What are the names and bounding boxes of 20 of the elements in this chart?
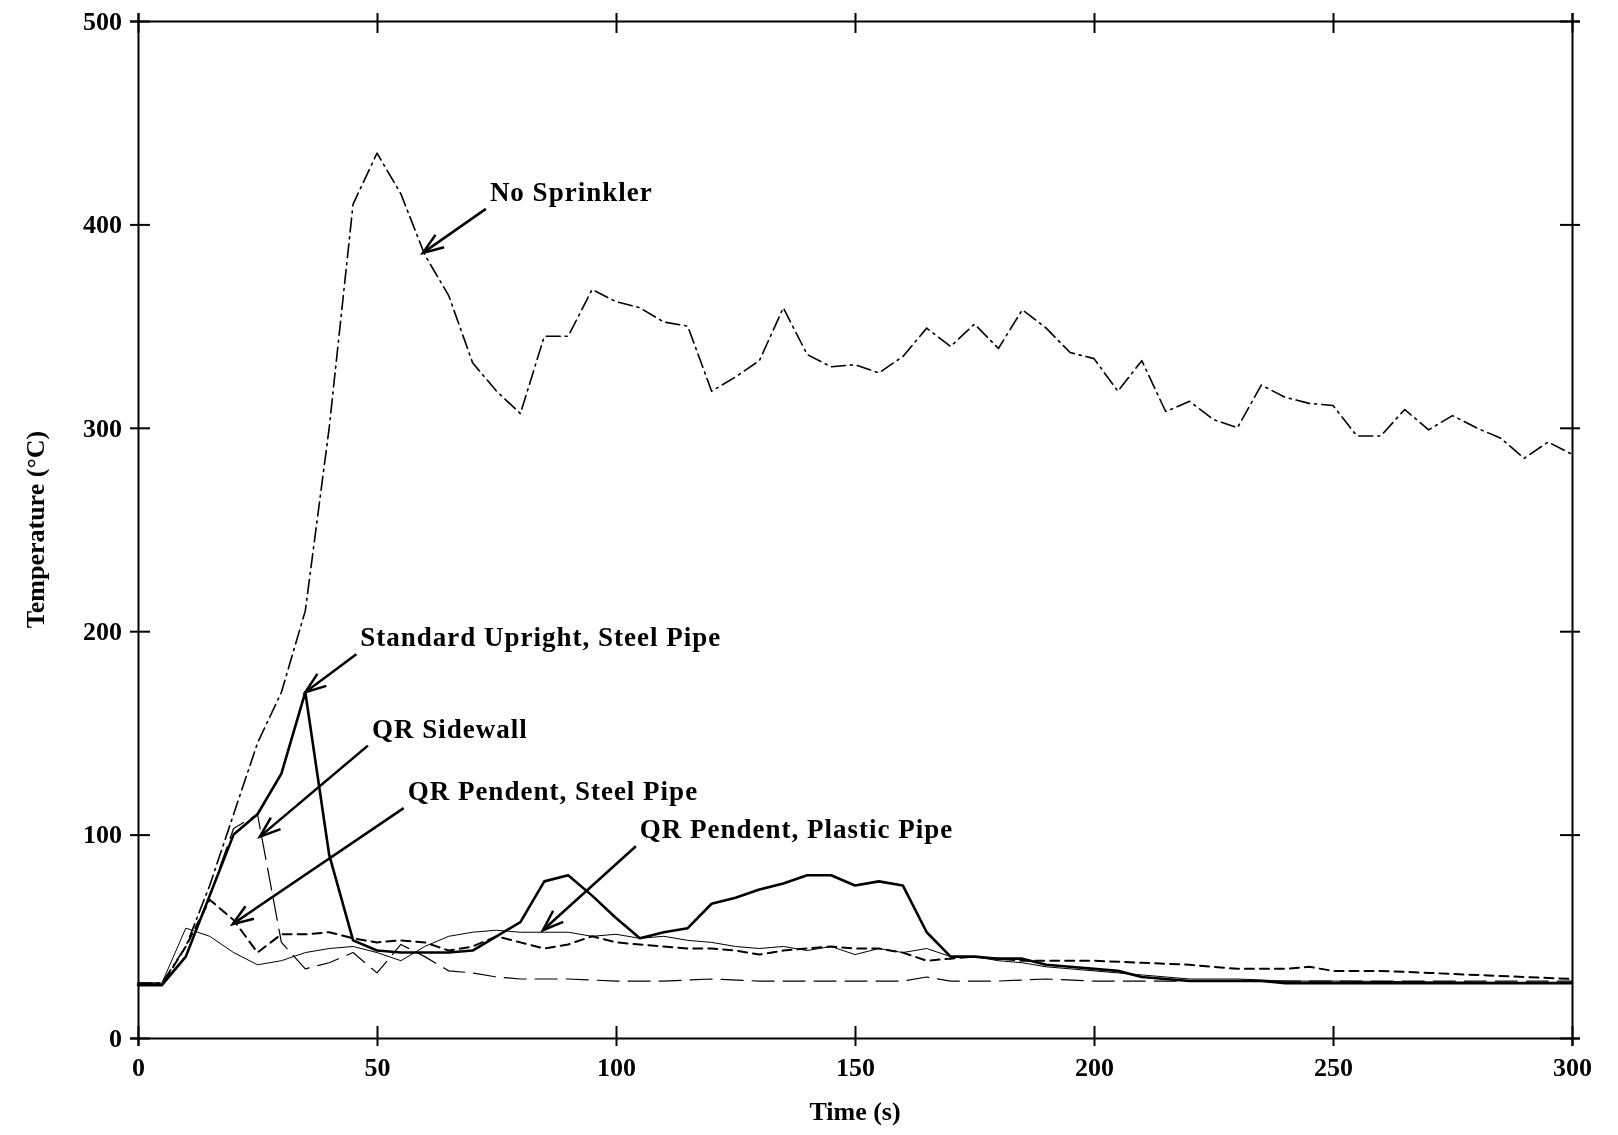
x-axis-title: Time (s) [809,1097,901,1126]
x-tick-label: 150 [836,1053,875,1083]
y-tick-label: 200 [83,617,122,647]
x-tick-label: 250 [1314,1053,1353,1083]
x-tick-label: 200 [1075,1053,1114,1083]
y-tick-label: 300 [83,413,122,443]
x-tick-label: 100 [597,1053,636,1083]
annotation: QR Pendent, Steel Pipe [407,776,699,807]
annotation: QR Pendent, Plastic Pipe [639,814,954,845]
y-tick-label: 100 [83,820,122,850]
annotation: Standard Upright, Steel Pipe [360,622,722,653]
x-tick-label: 50 [364,1053,391,1083]
x-tick-label: 0 [132,1053,145,1083]
y-tick-label: 500 [83,6,122,36]
annotation: QR Sidewall [371,713,528,744]
x-tick-label: 300 [1553,1053,1592,1083]
y-axis-title: Temperature (°C) [21,430,50,629]
y-tick-label: 400 [83,210,122,240]
annotation: No Sprinkler [489,176,653,207]
y-tick-label: 0 [109,1023,122,1053]
